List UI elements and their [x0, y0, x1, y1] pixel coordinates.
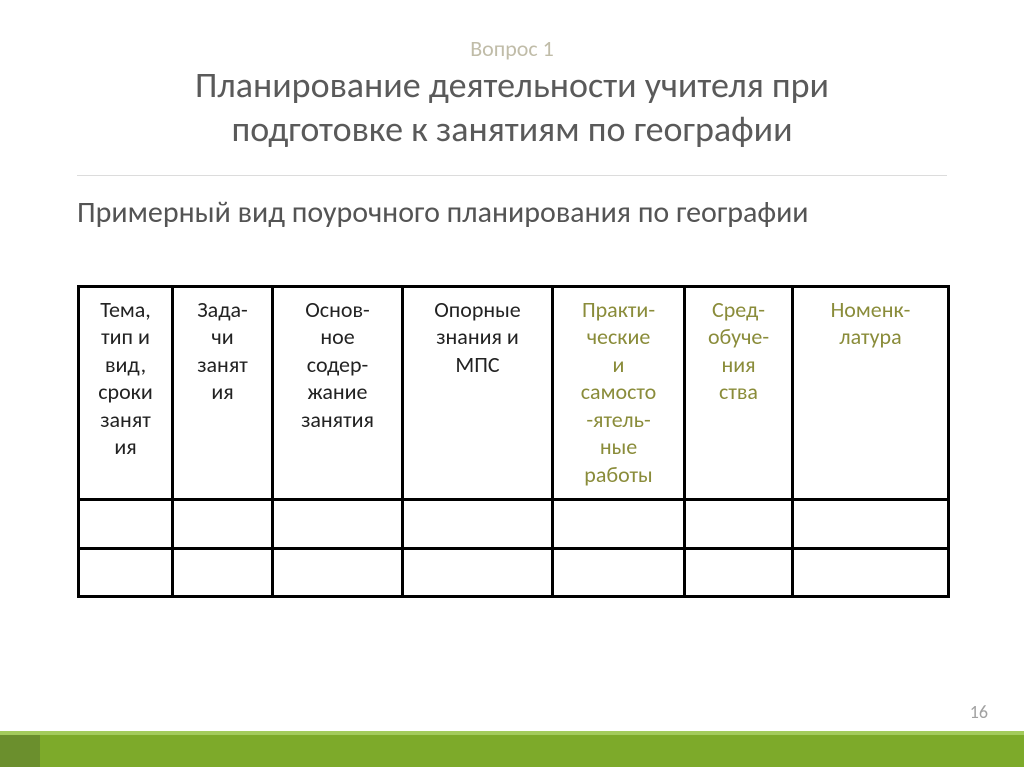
table-cell — [793, 500, 949, 549]
slide: Вопрос 1 Планирование деятельности учите… — [0, 0, 1024, 767]
planning-table-container: Тема,тип ивид,срокизанятияЗада-чизанятия… — [77, 285, 947, 599]
table-header-cell: Основ-ноесодер-жаниезанятия — [273, 286, 403, 500]
table-cell — [173, 500, 273, 549]
table-cell — [273, 548, 403, 597]
table-row — [79, 500, 949, 549]
table-cell — [553, 548, 685, 597]
table-cell — [403, 548, 553, 597]
subtitle: Примерный вид поурочного планирования по… — [77, 194, 947, 231]
title-line-1: Планирование деятельности учителя при — [195, 63, 829, 107]
footer-bar — [0, 735, 1024, 767]
table-cell — [173, 548, 273, 597]
planning-table: Тема,тип ивид,срокизанятияЗада-чизанятия… — [77, 285, 950, 599]
table-cell — [79, 500, 173, 549]
table-cell — [553, 500, 685, 549]
table-header-row: Тема,тип ивид,срокизанятияЗада-чизанятия… — [79, 286, 949, 500]
table-cell — [685, 500, 793, 549]
table-header-cell: Номенк-латура — [793, 286, 949, 500]
title-line-2: подготовке к занятиям по географии — [231, 107, 792, 151]
page-number: 16 — [970, 701, 988, 723]
table-header-cell: Опорныезнания иМПС — [403, 286, 553, 500]
table-header-cell: Тема,тип ивид,срокизанятия — [79, 286, 173, 500]
header-divider — [77, 175, 947, 176]
table-header-cell: Зада-чизанятия — [173, 286, 273, 500]
table-header-cell: Сред-обуче-нияства — [685, 286, 793, 500]
pretitle: Вопрос 1 — [0, 36, 1024, 62]
table-cell — [79, 548, 173, 597]
table-header-cell: Практи-ческиеисамосто-ятель-ныеработы — [553, 286, 685, 500]
table-row — [79, 548, 949, 597]
table-cell — [403, 500, 553, 549]
table-cell — [685, 548, 793, 597]
table-cell — [273, 500, 403, 549]
header-block: Вопрос 1 Планирование деятельности учите… — [0, 0, 1024, 151]
table-cell — [793, 548, 949, 597]
footer-left-block — [0, 735, 40, 767]
slide-title: Планирование деятельности учителя при по… — [0, 64, 1024, 150]
